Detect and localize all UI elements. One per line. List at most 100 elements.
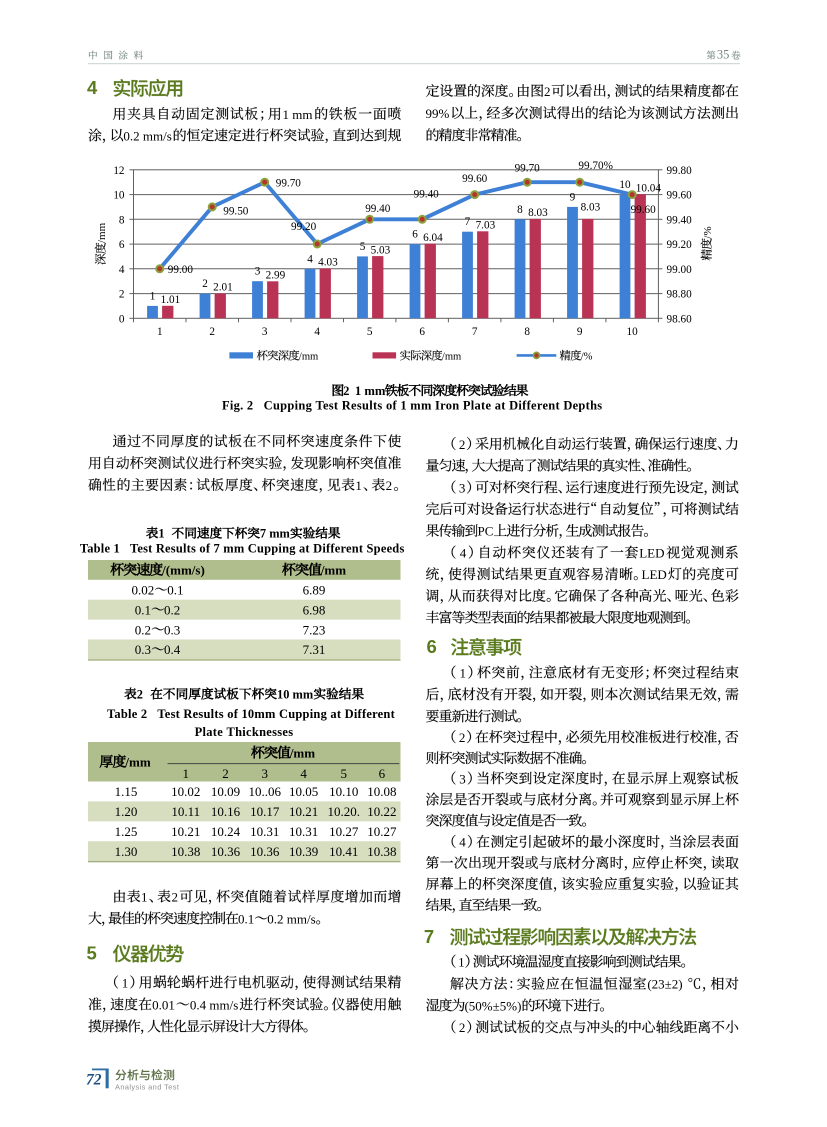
svg-text:10.10: 10.10 bbox=[329, 784, 358, 799]
svg-text:99%: 99% bbox=[426, 106, 450, 121]
svg-text:10: 10 bbox=[113, 190, 125, 202]
svg-text:10.22: 10.22 bbox=[367, 804, 396, 819]
svg-text:2: 2 bbox=[459, 1020, 466, 1035]
svg-text:5: 5 bbox=[87, 943, 97, 964]
svg-text:1.30: 1.30 bbox=[115, 844, 138, 859]
svg-text:1: 1 bbox=[158, 527, 164, 541]
svg-text:99.20: 99.20 bbox=[291, 221, 317, 233]
svg-text:3: 3 bbox=[459, 771, 466, 786]
svg-text:7: 7 bbox=[472, 326, 478, 338]
svg-text:0: 0 bbox=[119, 313, 125, 325]
svg-text:10.36: 10.36 bbox=[250, 844, 280, 859]
svg-text:10.05: 10.05 bbox=[289, 784, 318, 799]
svg-text:10.27: 10.27 bbox=[329, 824, 359, 839]
svg-text:Analysis and Test: Analysis and Test bbox=[115, 1082, 179, 1091]
svg-text:10.39: 10.39 bbox=[289, 844, 318, 859]
svg-text:/mm: /mm bbox=[289, 746, 315, 761]
svg-text:8: 8 bbox=[119, 214, 125, 226]
svg-text:/mm: /mm bbox=[96, 222, 108, 243]
svg-text:2.01: 2.01 bbox=[213, 282, 233, 294]
svg-text:2: 2 bbox=[386, 478, 393, 493]
svg-text:5: 5 bbox=[340, 766, 347, 781]
svg-text:0.2: 0.2 bbox=[164, 602, 180, 617]
svg-text:1: 1 bbox=[458, 954, 465, 969]
svg-text:10.36: 10.36 bbox=[211, 844, 241, 859]
svg-text:10.27: 10.27 bbox=[367, 824, 397, 839]
svg-text:2: 2 bbox=[119, 289, 125, 301]
svg-text:4.03: 4.03 bbox=[318, 257, 338, 269]
svg-text:99.20: 99.20 bbox=[667, 239, 693, 251]
svg-text:10: 10 bbox=[619, 179, 631, 191]
svg-text:7 mm: 7 mm bbox=[260, 527, 291, 541]
svg-text:LED: LED bbox=[639, 545, 664, 560]
svg-text:10.38: 10.38 bbox=[367, 844, 396, 859]
svg-text:0.3: 0.3 bbox=[135, 642, 151, 657]
svg-text:6: 6 bbox=[412, 229, 418, 241]
svg-text:10.31: 10.31 bbox=[289, 824, 318, 839]
svg-text:99.80: 99.80 bbox=[667, 165, 693, 177]
svg-text:7.31: 7.31 bbox=[303, 642, 326, 657]
svg-text:Table 1 Test Results of 7 mm: Table 1 Test Results of 7 mm Cupping at … bbox=[80, 542, 405, 556]
svg-text:10.04: 10.04 bbox=[636, 182, 662, 194]
svg-text:/%: /% bbox=[702, 226, 714, 238]
svg-text:6.04: 6.04 bbox=[423, 232, 443, 244]
svg-text:1.15: 1.15 bbox=[115, 784, 138, 799]
svg-text:10.21: 10.21 bbox=[171, 824, 200, 839]
svg-text:/mm: /mm bbox=[320, 563, 346, 578]
svg-text:/mm: /mm bbox=[442, 352, 462, 363]
svg-text:6: 6 bbox=[427, 636, 437, 657]
svg-text:99.00: 99.00 bbox=[168, 264, 194, 276]
svg-text:0.1: 0.1 bbox=[167, 583, 183, 598]
svg-text:10.17: 10.17 bbox=[250, 804, 280, 819]
svg-text:8.03: 8.03 bbox=[528, 207, 548, 219]
svg-text:99.60: 99.60 bbox=[667, 190, 693, 202]
svg-text:6.98: 6.98 bbox=[303, 602, 326, 617]
svg-text:2: 2 bbox=[222, 766, 229, 781]
svg-text:7.23: 7.23 bbox=[303, 622, 326, 637]
svg-text:10.31: 10.31 bbox=[250, 824, 279, 839]
svg-text:0.1: 0.1 bbox=[238, 911, 254, 926]
svg-text:9: 9 bbox=[577, 326, 583, 338]
svg-text:4: 4 bbox=[307, 253, 313, 265]
svg-text:Plate Thicknesses: Plate Thicknesses bbox=[195, 725, 294, 739]
svg-text:3: 3 bbox=[255, 266, 261, 278]
svg-text:2.99: 2.99 bbox=[266, 270, 286, 282]
svg-text:1.25: 1.25 bbox=[115, 824, 138, 839]
svg-text:Table 2 Test Results of 10mm: Table 2 Test Results of 10mm Cupping at … bbox=[107, 707, 396, 721]
svg-text:2: 2 bbox=[209, 326, 215, 338]
svg-text:7: 7 bbox=[465, 216, 471, 228]
svg-text:2: 2 bbox=[171, 889, 178, 904]
svg-text:1: 1 bbox=[355, 478, 362, 493]
svg-text:99.70%: 99.70% bbox=[578, 160, 613, 172]
svg-text:0.2: 0.2 bbox=[135, 622, 151, 637]
svg-text:(50%±5%): (50%±5%) bbox=[464, 998, 521, 1013]
svg-text:99.40: 99.40 bbox=[414, 188, 440, 200]
svg-text:/mm: /mm bbox=[299, 352, 319, 363]
svg-text:1 mm: 1 mm bbox=[355, 384, 386, 398]
svg-text:99.60: 99.60 bbox=[462, 173, 488, 185]
svg-text:10 mm: 10 mm bbox=[277, 687, 314, 701]
svg-text:PC: PC bbox=[477, 524, 493, 539]
svg-text:99.70: 99.70 bbox=[515, 163, 541, 175]
svg-text:8: 8 bbox=[517, 204, 523, 216]
svg-text:1: 1 bbox=[157, 326, 163, 338]
svg-text:6: 6 bbox=[119, 239, 125, 251]
svg-text:0.01: 0.01 bbox=[152, 997, 175, 1012]
svg-text:5: 5 bbox=[360, 241, 366, 253]
svg-text:10.16: 10.16 bbox=[211, 804, 241, 819]
svg-text:Fig. 2 Cupping Test Results: Fig. 2 Cupping Test Results of 1 mm Iron… bbox=[222, 399, 603, 413]
svg-text:2: 2 bbox=[459, 437, 466, 452]
svg-text:10..06: 10..06 bbox=[248, 784, 281, 799]
svg-text:10.20.: 10.20. bbox=[327, 804, 360, 819]
svg-text:1: 1 bbox=[141, 889, 148, 904]
svg-text:98.80: 98.80 bbox=[667, 289, 693, 301]
svg-text:5: 5 bbox=[367, 326, 373, 338]
svg-text:10: 10 bbox=[627, 326, 639, 338]
svg-text:/mm: /mm bbox=[124, 755, 150, 770]
svg-text:1: 1 bbox=[459, 665, 466, 680]
svg-text:72: 72 bbox=[86, 1072, 102, 1089]
svg-text:99.00: 99.00 bbox=[667, 264, 693, 276]
svg-text:2: 2 bbox=[459, 730, 466, 745]
svg-text:7: 7 bbox=[424, 926, 434, 947]
svg-text:0.2 mm/s: 0.2 mm/s bbox=[267, 911, 315, 926]
